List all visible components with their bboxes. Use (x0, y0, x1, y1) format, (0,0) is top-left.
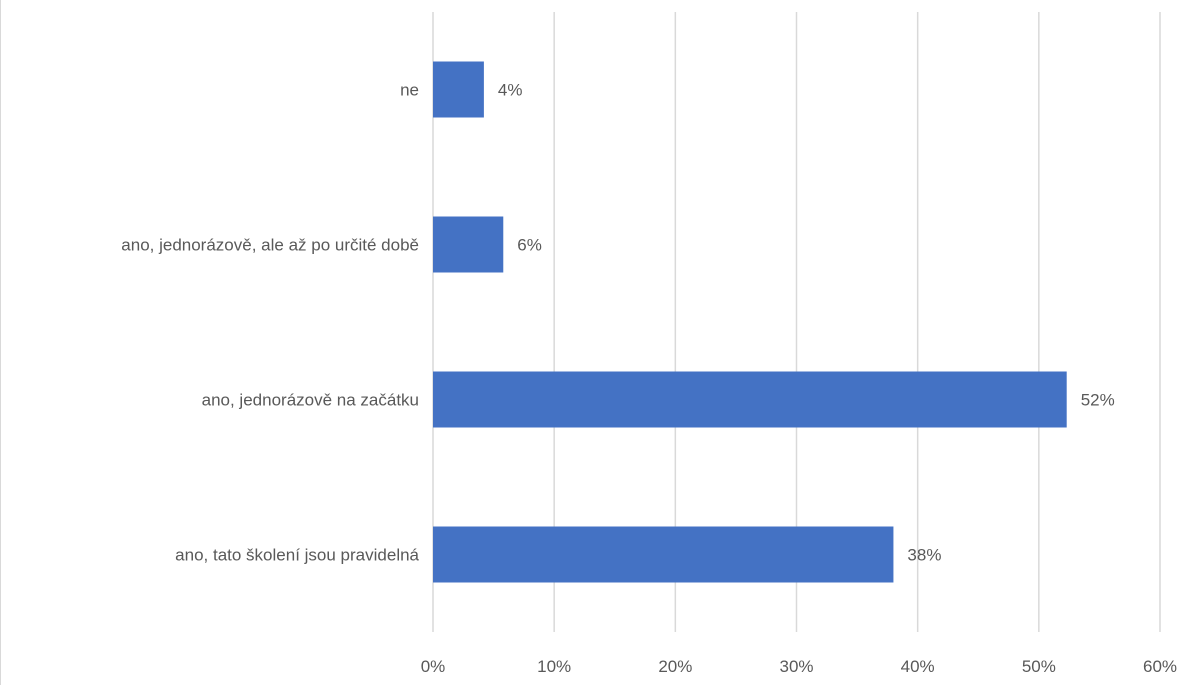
category-label: ano, tato školení jsou pravidelná (175, 546, 419, 565)
bars (433, 61, 1067, 583)
x-tick-label: 60% (1143, 657, 1177, 676)
x-tick-label: 10% (537, 657, 571, 676)
x-tick-label: 0% (421, 657, 446, 676)
x-tick-label: 40% (901, 657, 935, 676)
bar (433, 61, 484, 118)
bar (433, 371, 1067, 428)
category-labels: ne ano, jednorázově, ale až po určité dob… (121, 81, 419, 565)
x-tick-label: 30% (779, 657, 813, 676)
data-label: 4% (498, 81, 523, 100)
data-label: 6% (517, 236, 542, 255)
data-labels: 4% 6% 52% 38% (498, 81, 1115, 565)
data-label: 52% (1081, 391, 1115, 410)
x-tick-label: 20% (658, 657, 692, 676)
x-axis-tick-labels: 0% 10% 20% 30% 40% 50% 60% (421, 657, 1177, 676)
bar (433, 526, 894, 583)
data-label: 38% (907, 546, 941, 565)
gridlines (432, 12, 1161, 632)
category-label: ano, jednorázově na začátku (202, 391, 419, 410)
bar (433, 216, 504, 273)
category-label: ne (400, 81, 419, 100)
category-label: ano, jednorázově, ale až po určité době (121, 236, 419, 255)
x-tick-label: 50% (1022, 657, 1056, 676)
